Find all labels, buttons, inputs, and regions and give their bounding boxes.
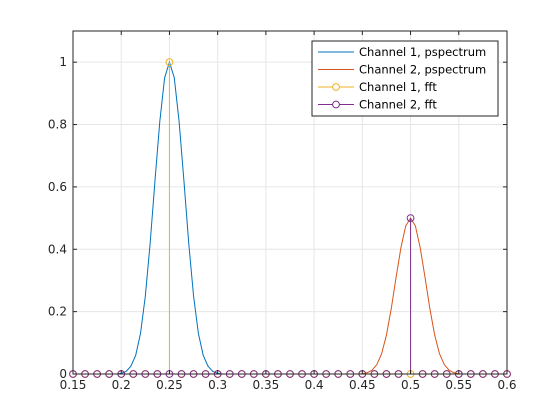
legend-box [311, 40, 499, 117]
legend-marker [332, 100, 340, 109]
x-tick-label: 0.15 [60, 378, 87, 392]
axes-layer: 0.15 0.2 0.25 0.3 0.35 0.4 0.45 0.5 0.55 0.6 0 0.2 0… [48, 30, 517, 392]
legend-entry: Channel 2, pspectrum [318, 63, 486, 77]
x-tick-label: 0.45 [349, 378, 376, 392]
y-tick-label: 0 [59, 367, 67, 381]
x-tick-label: 0.35 [253, 378, 280, 392]
y-tick-label: 1 [59, 55, 67, 69]
x-tick-label: 0.25 [156, 378, 183, 392]
legend-label: Channel 1, pspectrum [359, 45, 486, 59]
legend-label: Channel 2, fft [359, 98, 437, 112]
stem-marker [165, 58, 174, 67]
series-2 [357, 217, 464, 375]
legend-label: Channel 1, fft [359, 80, 437, 94]
series-line [357, 217, 464, 375]
y-tick-label: 0.8 [48, 118, 67, 132]
x-tick-label: 0.2 [112, 378, 131, 392]
x-tick-label: 0.5 [401, 378, 420, 392]
x-tick-label: 0.55 [445, 378, 472, 392]
legend-marker [332, 83, 340, 91]
legend-label: Channel 2, pspectrum [359, 63, 486, 77]
legend-entry: Channel 2, fft [318, 98, 437, 112]
series-line [116, 60, 223, 375]
legend-entry: Channel 1, fft [318, 80, 437, 94]
stem-marker [406, 214, 415, 222]
x-tick-label: 0.6 [497, 378, 516, 392]
y-tick-label: 0.4 [48, 242, 67, 256]
y-tick-label: 0.6 [48, 180, 67, 194]
axes-box [72, 30, 508, 375]
legend-entry: Channel 1, pspectrum [318, 45, 486, 59]
y-tick-label: 0.2 [48, 305, 67, 319]
series-1 [116, 60, 223, 375]
x-tick-label: 0.4 [305, 378, 324, 392]
x-tick-label: 0.3 [208, 378, 227, 392]
legend: Channel 1, pspectrum Channel 2, pspectrum… [311, 40, 499, 117]
